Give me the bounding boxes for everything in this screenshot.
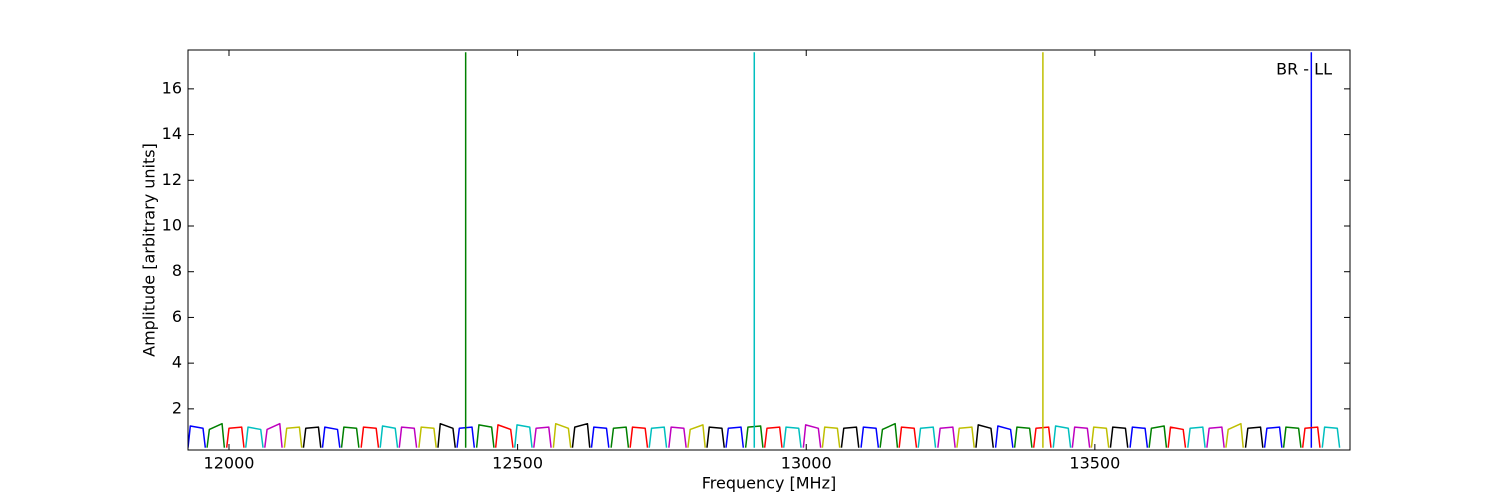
spectrum-line <box>283 52 1244 448</box>
spectrum-line <box>264 422 1225 448</box>
y-tick-label: 6 <box>172 307 182 326</box>
annotation: BR - LL <box>1276 60 1332 79</box>
spectrum-line <box>302 422 1264 448</box>
y-tick-label: 16 <box>162 78 182 97</box>
x-axis-label: Frequency [MHz] <box>702 474 836 493</box>
y-tick-label: 10 <box>162 216 182 235</box>
x-tick-label: 13500 <box>1069 454 1120 473</box>
y-tick-label: 14 <box>162 124 182 143</box>
x-tick-label: 12000 <box>204 454 255 473</box>
y-tick-label: 4 <box>172 353 182 372</box>
spectrum-line <box>244 52 1341 448</box>
axes-frame <box>187 49 1351 451</box>
y-tick-label: 12 <box>162 170 182 189</box>
plot-area <box>188 52 1341 448</box>
x-tick-label: 12500 <box>492 454 543 473</box>
y-axis-label: Amplitude [arbitrary units] <box>140 143 159 357</box>
y-tick-label: 2 <box>172 398 182 417</box>
y-tick-label: 8 <box>172 261 182 280</box>
x-tick-label: 13000 <box>781 454 832 473</box>
